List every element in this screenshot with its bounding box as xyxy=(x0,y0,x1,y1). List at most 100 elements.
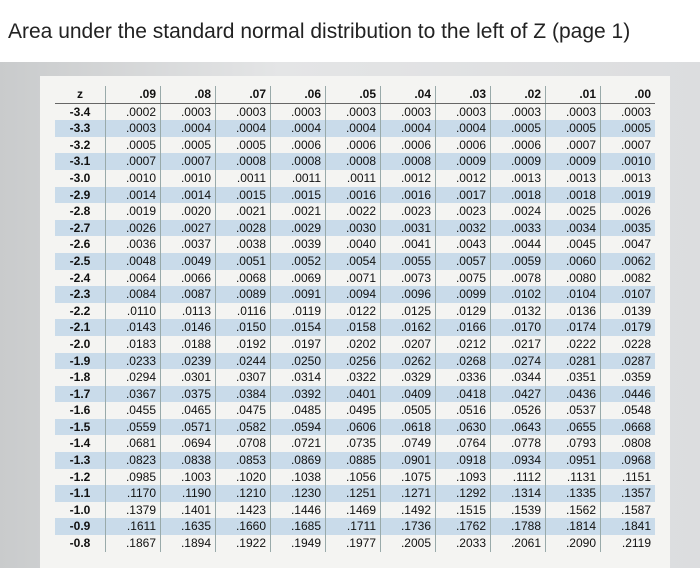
probability-cell: .0375 xyxy=(160,385,216,403)
probability-cell: .0643 xyxy=(490,418,546,436)
probability-cell: .0054 xyxy=(325,252,381,270)
probability-cell: .0014 xyxy=(160,186,216,204)
probability-cell: .0004 xyxy=(270,120,326,137)
z-value: -2.1 xyxy=(55,319,106,336)
probability-cell: .0073 xyxy=(380,269,436,287)
probability-cell: .0015 xyxy=(215,186,271,204)
probability-cell: .0003 xyxy=(160,103,216,121)
probability-cell: .1292 xyxy=(435,485,491,502)
probability-cell: .1492 xyxy=(380,501,436,519)
probability-cell: .1210 xyxy=(215,485,271,502)
probability-cell: .0002 xyxy=(105,103,161,121)
probability-cell: .2119 xyxy=(600,535,655,552)
probability-cell: .0068 xyxy=(215,269,271,287)
column-header: z xyxy=(55,86,106,104)
probability-cell: .0018 xyxy=(545,186,601,204)
probability-cell: .0446 xyxy=(600,385,655,403)
probability-cell: .0212 xyxy=(435,335,491,353)
probability-cell: .2090 xyxy=(545,535,601,552)
probability-cell: .0047 xyxy=(600,236,655,253)
probability-cell: .0485 xyxy=(270,402,326,419)
z-value: -3.3 xyxy=(55,120,106,137)
probability-cell: .0022 xyxy=(325,203,381,220)
probability-cell: .1894 xyxy=(160,535,216,552)
probability-cell: .0322 xyxy=(325,369,381,386)
probability-cell: .0367 xyxy=(105,385,161,403)
probability-cell: .0006 xyxy=(435,136,491,154)
z-value: -2.5 xyxy=(55,252,106,270)
probability-cell: .0029 xyxy=(270,219,326,237)
probability-cell: .0044 xyxy=(490,236,546,253)
probability-cell: .0359 xyxy=(600,369,655,386)
probability-cell: .0233 xyxy=(105,352,161,370)
table-row: -2.6 .0036.0037.0038.0039.0040.0041.0043.… xyxy=(55,236,655,253)
probability-cell: .0041 xyxy=(380,236,436,253)
probability-cell: .0069 xyxy=(270,269,326,287)
probability-cell: .0071 xyxy=(325,269,381,287)
probability-cell: .0274 xyxy=(490,352,546,370)
z-value: -3.1 xyxy=(55,153,106,170)
z-value: -1.0 xyxy=(69,502,91,517)
probability-cell: .0008 xyxy=(380,153,436,170)
column-header: .09 xyxy=(105,86,161,104)
probability-cell: .1093 xyxy=(435,468,491,486)
probability-cell: .0008 xyxy=(215,153,271,170)
probability-cell: .0006 xyxy=(380,136,436,154)
z-value: -2.0 xyxy=(69,336,91,351)
probability-cell: .1660 xyxy=(215,518,271,536)
column-header: .05 xyxy=(325,86,381,104)
probability-cell: .0003 xyxy=(105,120,161,137)
probability-cell: .0985 xyxy=(105,468,161,486)
probability-cell: .1949 xyxy=(270,535,326,552)
probability-cell: .0129 xyxy=(435,302,491,320)
probability-cell: .0158 xyxy=(325,319,381,336)
probability-cell: .0099 xyxy=(435,286,491,303)
probability-cell: .0004 xyxy=(325,120,381,137)
probability-cell: .0091 xyxy=(270,286,326,303)
probability-cell: .0307 xyxy=(215,369,271,386)
probability-cell: .0060 xyxy=(545,252,601,270)
probability-cell: .1020 xyxy=(215,468,271,486)
probability-cell: .0016 xyxy=(380,186,436,204)
probability-cell: .0015 xyxy=(270,186,326,204)
probability-cell: .0017 xyxy=(435,186,491,204)
table-row: -1.2 .0985.1003.1020.1038.1056.1075.1093.… xyxy=(55,468,655,486)
probability-cell: .1814 xyxy=(545,518,601,536)
probability-cell: .0038 xyxy=(215,236,271,253)
probability-cell: .0418 xyxy=(435,385,491,403)
probability-cell: .1190 xyxy=(160,485,216,502)
page-title: Area under the standard normal distribut… xyxy=(8,20,631,43)
probability-cell: .0094 xyxy=(325,286,381,303)
probability-cell: .0183 xyxy=(105,335,161,353)
table-row: -1.9.0233.0239.0244.0250.0256.0262.0268.… xyxy=(55,352,655,370)
probability-cell: .0179 xyxy=(600,319,655,336)
probability-cell: .0336 xyxy=(435,369,491,386)
z-value: -1.4 xyxy=(69,436,91,451)
probability-cell: .0202 xyxy=(325,335,381,353)
probability-cell: .0655 xyxy=(545,418,601,436)
probability-cell: .0329 xyxy=(380,369,436,386)
header-row: z .09.08.07.06.05.04.03.02.01.00 xyxy=(55,86,655,104)
probability-cell: .0139 xyxy=(600,302,655,320)
probability-cell: .0034 xyxy=(545,219,601,237)
probability-cell: .0030 xyxy=(325,219,381,237)
probability-cell: .0721 xyxy=(270,435,326,453)
probability-cell: .0010 xyxy=(105,169,161,187)
probability-cell: .0048 xyxy=(105,252,161,270)
probability-cell: .0004 xyxy=(215,120,271,137)
probability-cell: .0039 xyxy=(270,236,326,253)
probability-cell: .0262 xyxy=(380,352,436,370)
probability-cell: .1762 xyxy=(435,518,491,536)
probability-cell: .0143 xyxy=(105,319,161,336)
probability-cell: .1977 xyxy=(325,535,381,552)
probability-cell: .0013 xyxy=(545,169,601,187)
probability-cell: .1446 xyxy=(270,501,326,519)
probability-cell: .1003 xyxy=(160,468,216,486)
z-value: -2.8 xyxy=(69,204,91,219)
z-value: -2.7 xyxy=(55,219,106,237)
probability-cell: .0505 xyxy=(380,402,436,419)
table-row: -2.2 .0110.0113.0116.0119.0122.0125.0129.… xyxy=(55,302,655,320)
probability-cell: .0823 xyxy=(105,452,161,469)
probability-cell: .1423 xyxy=(215,501,271,519)
column-header: .07 xyxy=(215,86,271,104)
